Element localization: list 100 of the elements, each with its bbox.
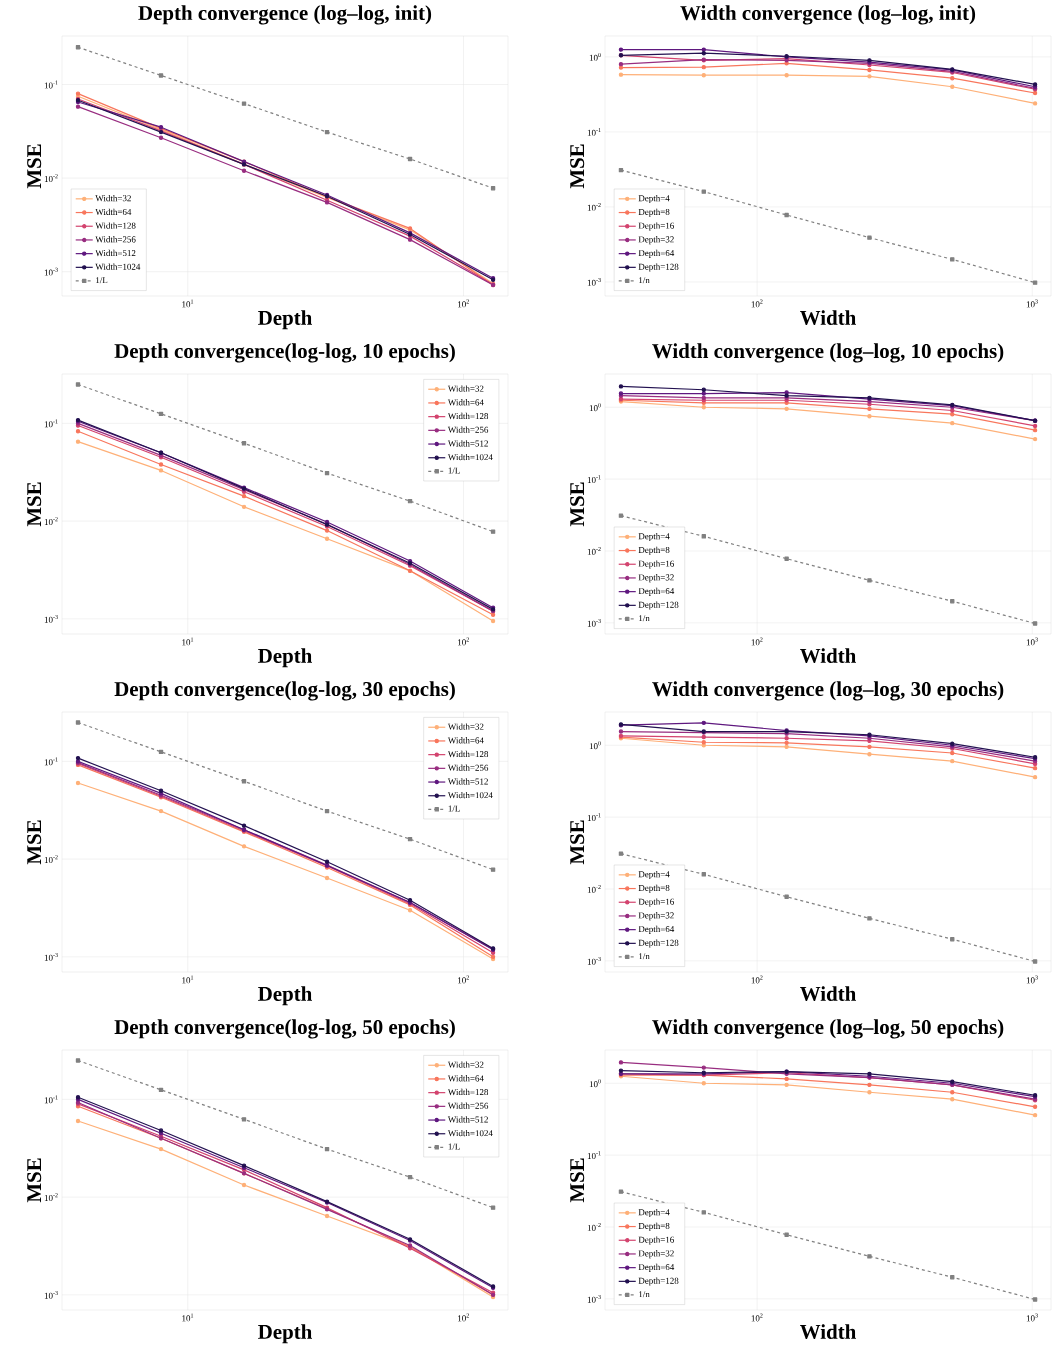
chart-title: Width convergence (log–log, 30 epochs): [652, 681, 1004, 701]
legend-label: Depth=32: [638, 236, 674, 245]
x-axis-title: Width: [800, 986, 856, 1002]
legend-label: 1/L: [448, 467, 460, 474]
legend-label: Depth=32: [638, 912, 674, 921]
y-tick-label: 10$^{-1}$: [587, 127, 601, 136]
legend-label: Width=64: [95, 208, 132, 216]
legend-label: Depth=4: [638, 870, 670, 880]
legend-label: Width=128: [447, 412, 489, 420]
legend-label: Width=128: [447, 750, 489, 758]
y-tick-label: 10$^{-1}$: [587, 813, 601, 822]
x-tick-label: 10$^{3}$: [1026, 1313, 1038, 1322]
legend-label: Width=512: [447, 1116, 488, 1123]
legend-label: Width=256: [447, 764, 489, 771]
legend-label: Depth=4: [638, 194, 670, 204]
x-tick-label: 10$^{3}$: [1026, 637, 1038, 646]
legend-label: Depth=8: [638, 208, 670, 217]
legend-label: Depth=64: [638, 587, 675, 596]
y-tick-label: 10$^{-3}$: [587, 278, 601, 286]
legend-label: Depth=16: [638, 898, 674, 907]
legend-label: Depth=16: [638, 1236, 674, 1245]
legend-label: Depth=4: [638, 1209, 670, 1218]
y-axis-title: MSE: [570, 144, 585, 189]
legend-label: 1/L: [448, 805, 460, 812]
y-axis-title: MSE: [27, 144, 42, 189]
x-tick-label: 10$^{1}$: [182, 975, 194, 984]
legend-label: Width=32: [95, 194, 131, 202]
x-axis-title: Depth: [258, 986, 312, 1006]
legend-label: Width=512: [447, 440, 488, 447]
y-axis-title: MSE: [570, 820, 585, 865]
y-tick-label: 10$^{-3}$: [44, 614, 58, 623]
legend-label: Width=256: [447, 1102, 489, 1109]
x-tick-label: 10$^{2}$: [458, 299, 469, 308]
legend-label: 1/L: [448, 1143, 460, 1150]
legend-label: Width=256: [95, 236, 136, 243]
y-tick-label: 10$^{-2}$: [587, 885, 601, 893]
legend-label: Width=1024: [447, 791, 493, 799]
y-tick-label: 10$^{-1}$: [587, 1151, 601, 1160]
y-axis-title: MSE: [27, 482, 42, 527]
x-axis-title: Depth: [258, 1324, 312, 1344]
legend-label: Depth=64: [638, 925, 675, 934]
y-tick-label: 10$^{-1}$: [44, 1095, 58, 1104]
legend-label: Depth=16: [638, 560, 674, 569]
y-tick-label: 10$^{0}$: [589, 1079, 601, 1088]
legend-label: Width=256: [447, 426, 489, 433]
legend-label: Depth=8: [638, 884, 670, 893]
legend-label: Depth=16: [638, 222, 674, 231]
x-axis-title: Width: [800, 1324, 856, 1340]
legend-label: Depth=128: [638, 263, 679, 272]
y-axis-title: MSE: [27, 820, 42, 865]
y-axis-title: MSE: [570, 1158, 585, 1203]
y-tick-label: 10$^{-2}$: [587, 202, 601, 211]
y-tick-label: 10$^{-2}$: [587, 547, 601, 555]
x-axis-title: Depth: [258, 310, 312, 330]
x-axis-title: Width: [800, 310, 856, 326]
legend-label: Width=32: [447, 723, 484, 730]
legend-label: 1/L: [96, 277, 108, 284]
legend-label: 1/n: [639, 1291, 650, 1298]
y-tick-label: 10$^{-1}$: [587, 475, 601, 484]
legend-label: Depth=128: [638, 939, 679, 948]
y-tick-label: 10$^{-2}$: [44, 855, 58, 864]
x-tick-label: 10$^{2}$: [458, 975, 469, 984]
legend-label: Width=128: [447, 1088, 489, 1096]
legend-label: 1/n: [639, 953, 650, 960]
y-tick-label: 10$^{-1}$: [44, 80, 58, 89]
x-axis-title: Depth: [258, 648, 312, 668]
legend-label: Depth=32: [638, 574, 674, 583]
legend-label: Depth=64: [638, 249, 675, 258]
chart-title: Width convergence (log–log, 50 epochs): [652, 1019, 1004, 1039]
x-axis-title: Width: [800, 648, 856, 664]
legend-label: Width=1024: [447, 453, 493, 461]
chart-title: Depth convergence(log-log, 50 epochs): [114, 1019, 455, 1039]
legend-label: Width=64: [447, 737, 484, 744]
legend-label: 1/n: [639, 615, 650, 622]
legend-label: Depth=4: [638, 532, 670, 542]
y-tick-label: 10$^{-3}$: [44, 1290, 58, 1299]
legend-label: Width=64: [447, 399, 484, 406]
legend-label: Width=512: [447, 778, 488, 785]
y-tick-label: 10$^{-2}$: [587, 1223, 601, 1231]
y-tick-label: 10$^{-2}$: [44, 174, 58, 183]
legend-label: Depth=8: [638, 1222, 670, 1231]
legend-label: Width=32: [447, 385, 484, 392]
x-tick-label: 10$^{2}$: [751, 1313, 763, 1322]
chart-title: Depth convergence (log–log, init): [138, 5, 432, 25]
y-tick-label: 10$^{0}$: [589, 403, 601, 412]
legend-label: 1/n: [639, 277, 650, 284]
y-tick-label: 10$^{-3}$: [587, 956, 601, 965]
y-tick-label: 10$^{-3}$: [44, 952, 58, 961]
y-tick-label: 10$^{-1}$: [44, 757, 58, 766]
legend-label: Depth=128: [638, 1277, 679, 1286]
legend-label: Width=64: [447, 1075, 484, 1082]
chart-title: Depth convergence(log-log, 10 epochs): [114, 343, 455, 363]
x-tick-label: 10$^{3}$: [1026, 975, 1038, 984]
y-tick-label: 10$^{-2}$: [44, 517, 58, 526]
x-tick-label: 10$^{2}$: [458, 1313, 469, 1322]
legend-label: Width=32: [447, 1061, 484, 1068]
legend-label: Depth=128: [638, 601, 679, 610]
chart-title: Width convergence (log–log, 10 epochs): [652, 343, 1004, 363]
legend-label: Width=1024: [95, 263, 141, 270]
legend-label: Depth=8: [638, 546, 670, 555]
